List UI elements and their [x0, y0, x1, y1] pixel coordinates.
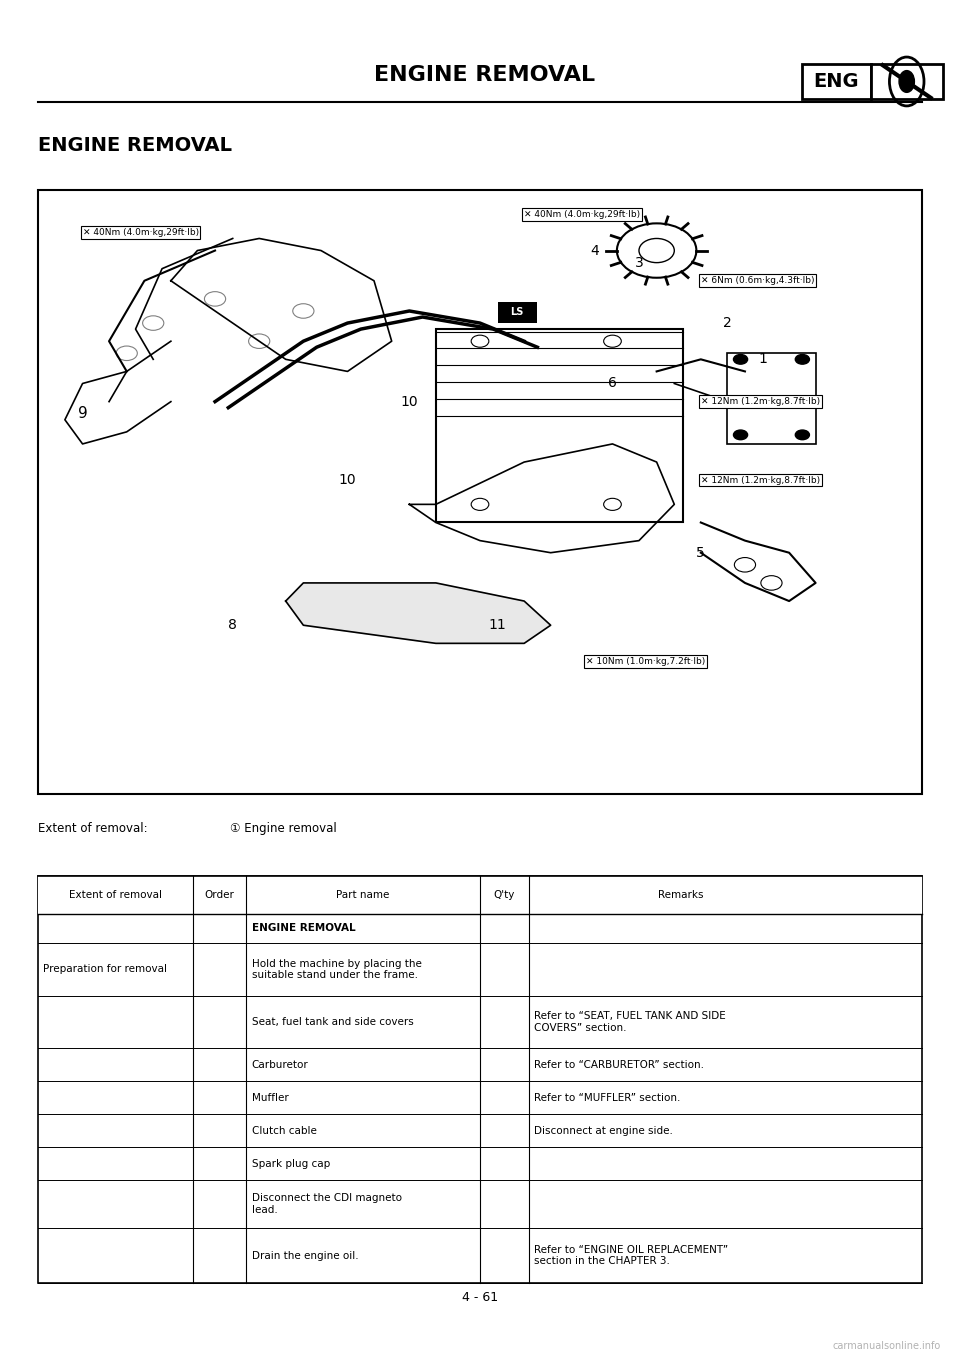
Text: Refer to “SEAT, FUEL TANK AND SIDE
COVERS” section.: Refer to “SEAT, FUEL TANK AND SIDE COVER… [535, 1012, 726, 1033]
Text: 2: 2 [723, 316, 732, 330]
Text: Refer to “CARBURETOR” section.: Refer to “CARBURETOR” section. [535, 1061, 705, 1070]
Text: Muffler: Muffler [252, 1093, 288, 1103]
Circle shape [733, 430, 748, 440]
Bar [436, 329, 684, 523]
Bar [497, 301, 538, 323]
Text: Hold the machine by placing the
suitable stand under the frame.: Hold the machine by placing the suitable… [252, 959, 421, 980]
Bar [38, 190, 922, 794]
Text: ✕ 10Nm (1.0m·kg,7.2ft·lb): ✕ 10Nm (1.0m·kg,7.2ft·lb) [586, 657, 706, 665]
Text: ✕ 6Nm (0.6m·kg,4.3ft·lb): ✕ 6Nm (0.6m·kg,4.3ft·lb) [701, 276, 814, 285]
Text: Refer to “MUFFLER” section.: Refer to “MUFFLER” section. [535, 1093, 681, 1103]
Text: ENG: ENG [813, 72, 859, 91]
Text: Clutch cable: Clutch cable [252, 1126, 317, 1135]
Text: 1: 1 [758, 352, 767, 367]
Bar [38, 876, 922, 914]
Text: ENGINE REMOVAL: ENGINE REMOVAL [374, 65, 595, 84]
Text: ✕ 40Nm (4.0m·kg,29ft·lb): ✕ 40Nm (4.0m·kg,29ft·lb) [524, 209, 640, 219]
Text: 6: 6 [608, 376, 617, 391]
Text: Disconnect the CDI magneto
lead.: Disconnect the CDI magneto lead. [252, 1194, 401, 1215]
Text: ✕ 12Nm (1.2m·kg,8.7ft·lb): ✕ 12Nm (1.2m·kg,8.7ft·lb) [701, 475, 820, 485]
Bar [871, 64, 943, 99]
Text: 11: 11 [489, 618, 507, 633]
Circle shape [795, 430, 809, 440]
Text: ✕ 40Nm (4.0m·kg,29ft·lb): ✕ 40Nm (4.0m·kg,29ft·lb) [83, 228, 199, 236]
Bar [38, 876, 922, 1283]
Bar [802, 64, 871, 99]
Text: Part name: Part name [336, 889, 390, 900]
Text: ✕ 12Nm (1.2m·kg,8.7ft·lb): ✕ 12Nm (1.2m·kg,8.7ft·lb) [701, 397, 820, 406]
Text: 9: 9 [78, 406, 87, 421]
Text: Refer to “ENGINE OIL REPLACEMENT”
section in the CHAPTER 3.: Refer to “ENGINE OIL REPLACEMENT” sectio… [535, 1245, 729, 1267]
Text: Carburetor: Carburetor [252, 1061, 308, 1070]
Text: 8: 8 [228, 618, 237, 633]
Bar [728, 353, 816, 444]
Text: Q'ty: Q'ty [493, 889, 515, 900]
Circle shape [733, 354, 748, 364]
Text: Drain the engine oil.: Drain the engine oil. [252, 1251, 358, 1260]
Text: ① Engine removal: ① Engine removal [230, 822, 337, 835]
Text: carmanualsonline.info: carmanualsonline.info [832, 1342, 941, 1351]
Text: Disconnect at engine side.: Disconnect at engine side. [535, 1126, 673, 1135]
Text: Extent of removal:: Extent of removal: [38, 822, 148, 835]
Circle shape [795, 354, 809, 364]
Text: Remarks: Remarks [659, 889, 704, 900]
Text: Extent of removal: Extent of removal [69, 889, 162, 900]
Text: Order: Order [204, 889, 234, 900]
Text: Spark plug cap: Spark plug cap [252, 1158, 330, 1169]
Text: 4: 4 [590, 243, 599, 258]
Text: Preparation for removal: Preparation for removal [43, 964, 167, 974]
Text: 5: 5 [696, 546, 706, 559]
Text: Seat, fuel tank and side covers: Seat, fuel tank and side covers [252, 1017, 414, 1027]
Text: 4 - 61: 4 - 61 [462, 1290, 498, 1304]
Text: 10: 10 [400, 395, 419, 409]
Text: 10: 10 [339, 473, 356, 488]
Polygon shape [286, 583, 551, 644]
Text: 3: 3 [635, 255, 643, 270]
Text: LS: LS [511, 307, 524, 318]
Circle shape [899, 71, 914, 92]
Text: ENGINE REMOVAL: ENGINE REMOVAL [252, 923, 355, 933]
Text: ENGINE REMOVAL: ENGINE REMOVAL [38, 136, 232, 155]
